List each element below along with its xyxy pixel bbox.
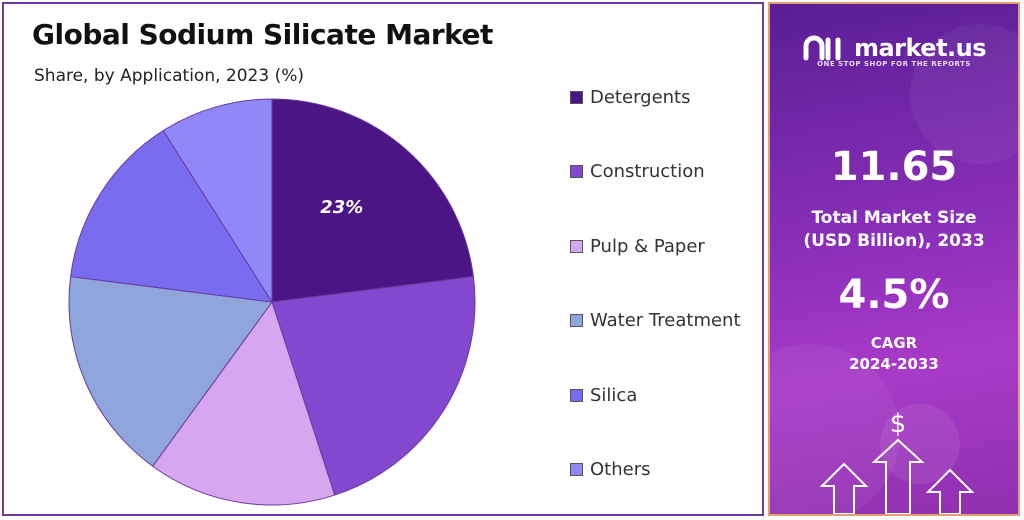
legend-label: Detergents	[590, 86, 691, 108]
legend-item: Water Treatment	[570, 306, 741, 336]
legend-swatch	[570, 165, 583, 178]
legend-swatch	[570, 388, 583, 402]
cagr-label-line2: 2024-2033	[849, 355, 939, 373]
market-us-logo-icon	[803, 35, 841, 61]
pie-slice-water-treatment	[68, 276, 273, 467]
legend-swatch	[570, 463, 583, 476]
legend-label: Pulp & Paper	[590, 235, 705, 257]
market-size-label-line1: Total Market Size	[811, 208, 977, 228]
legend-item: Pulp & Paper	[570, 231, 705, 261]
cagr-label-line1: CAGR	[870, 334, 918, 352]
legend-label: Silica	[590, 384, 638, 406]
legend-label: Construction	[590, 161, 705, 182]
brand-tagline: ONE STOP SHOP FOR THE REPORTS	[817, 60, 971, 68]
pie-slice-others	[162, 98, 273, 304]
pie-slice-silica	[70, 129, 273, 303]
brand-name: market.us	[853, 34, 987, 62]
pie-slice-construction	[271, 276, 476, 496]
background-decoration	[770, 24, 1018, 514]
legend-swatch	[570, 90, 583, 104]
summary-panel: market.us ONE STOP SHOP FOR THE REPORTS …	[768, 2, 1020, 516]
pie-slice-pulp-paper	[151, 300, 336, 506]
pie-data-label: 23%	[320, 197, 363, 218]
legend-swatch	[570, 314, 583, 327]
pie-slice-detergents	[271, 98, 474, 303]
growth-arrows-icon: $	[819, 409, 975, 514]
chart-panel: Global Sodium Silicate Market Share, by …	[2, 2, 764, 516]
legend-item: Construction	[570, 157, 705, 187]
market-size-label-line2: (USD Billion), 2033	[803, 231, 985, 251]
legend-item: Detergents	[570, 82, 691, 112]
legend-swatch	[570, 239, 583, 253]
market-size-label: Total Market Size (USD Billion), 2033	[770, 207, 1018, 253]
cagr-value: 4.5%	[838, 272, 950, 318]
brand: market.us	[770, 34, 1018, 62]
legend-label: Others	[590, 459, 651, 480]
dollar-icon: $	[890, 409, 907, 439]
legend-label: Water Treatment	[590, 310, 741, 331]
pie-chart: 23%	[68, 98, 476, 506]
market-size-value: 11.65	[830, 144, 958, 190]
legend-item: Others	[570, 455, 651, 485]
chart-title: Global Sodium Silicate Market	[32, 18, 493, 51]
legend-item: Silica	[570, 380, 637, 410]
chart-subtitle: Share, by Application, 2023 (%)	[34, 66, 304, 86]
cagr-label: CAGR 2024-2033	[770, 333, 1018, 375]
